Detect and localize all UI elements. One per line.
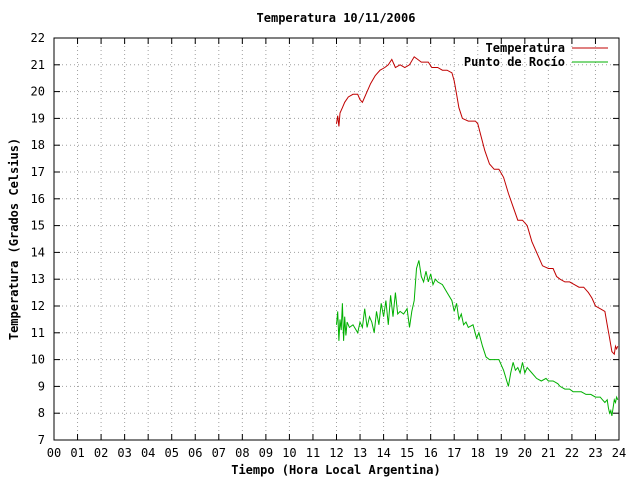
y-tick-label: 12 (31, 299, 45, 313)
x-tick-label: 12 (329, 446, 343, 460)
x-tick-label: 18 (471, 446, 485, 460)
series-line-temperatura (336, 56, 619, 356)
x-tick-label: 00 (47, 446, 61, 460)
x-tick-label: 15 (400, 446, 414, 460)
tick-labels: 00 01 02 03 04 05 06 07 08 09 10 11 12 13 14 15 16 17 18 19… (31, 31, 627, 460)
x-tick-label: 10 (282, 446, 296, 460)
x-tick-label: 17 (447, 446, 461, 460)
y-tick-label: 15 (31, 219, 45, 233)
x-tick-label: 09 (259, 446, 273, 460)
y-tick-label: 14 (31, 245, 45, 259)
x-tick-label: 24 (612, 446, 626, 460)
plot-frame (53, 37, 620, 441)
x-tick-label: 14 (376, 446, 390, 460)
y-tick-label: 7 (38, 433, 45, 447)
axis-ticks (53, 37, 620, 441)
x-tick-label: 08 (235, 446, 249, 460)
y-tick-label: 19 (31, 111, 45, 125)
y-tick-label: 11 (31, 326, 45, 340)
y-tick-label: 13 (31, 272, 45, 286)
x-tick-label: 03 (117, 446, 131, 460)
x-tick-label: 01 (70, 446, 84, 460)
x-axis-label: Tiempo (Hora Local Argentina) (231, 463, 441, 477)
series-lines (336, 56, 619, 416)
x-tick-label: 23 (588, 446, 602, 460)
y-axis-label: Temperatura (Grados Celsius) (7, 138, 21, 340)
x-tick-label: 11 (306, 446, 320, 460)
y-tick-label: 10 (31, 353, 45, 367)
series-line-punto-de-rocio (336, 260, 619, 416)
legend: Temperatura Punto de Rocío (464, 41, 608, 69)
x-tick-label: 13 (353, 446, 367, 460)
x-tick-label: 04 (141, 446, 155, 460)
x-tick-label: 05 (164, 446, 178, 460)
y-tick-label: 20 (31, 85, 45, 99)
legend-label-punto-de-rocio: Punto de Rocío (464, 55, 565, 69)
x-tick-label: 06 (188, 446, 202, 460)
grid-lines (54, 38, 619, 440)
y-tick-label: 8 (38, 406, 45, 420)
x-tick-label: 22 (565, 446, 579, 460)
x-tick-label: 02 (94, 446, 108, 460)
y-tick-label: 17 (31, 165, 45, 179)
chart-title: Temperatura 10/11/2006 (257, 11, 416, 25)
x-tick-label: 07 (212, 446, 226, 460)
y-tick-label: 22 (31, 31, 45, 45)
x-tick-label: 20 (518, 446, 532, 460)
legend-label-temperatura: Temperatura (486, 41, 565, 55)
x-tick-label: 21 (541, 446, 555, 460)
y-tick-label: 16 (31, 192, 45, 206)
y-tick-label: 9 (38, 379, 45, 393)
x-tick-label: 19 (494, 446, 508, 460)
y-tick-label: 18 (31, 138, 45, 152)
x-tick-label: 16 (423, 446, 437, 460)
y-tick-label: 21 (31, 58, 45, 72)
